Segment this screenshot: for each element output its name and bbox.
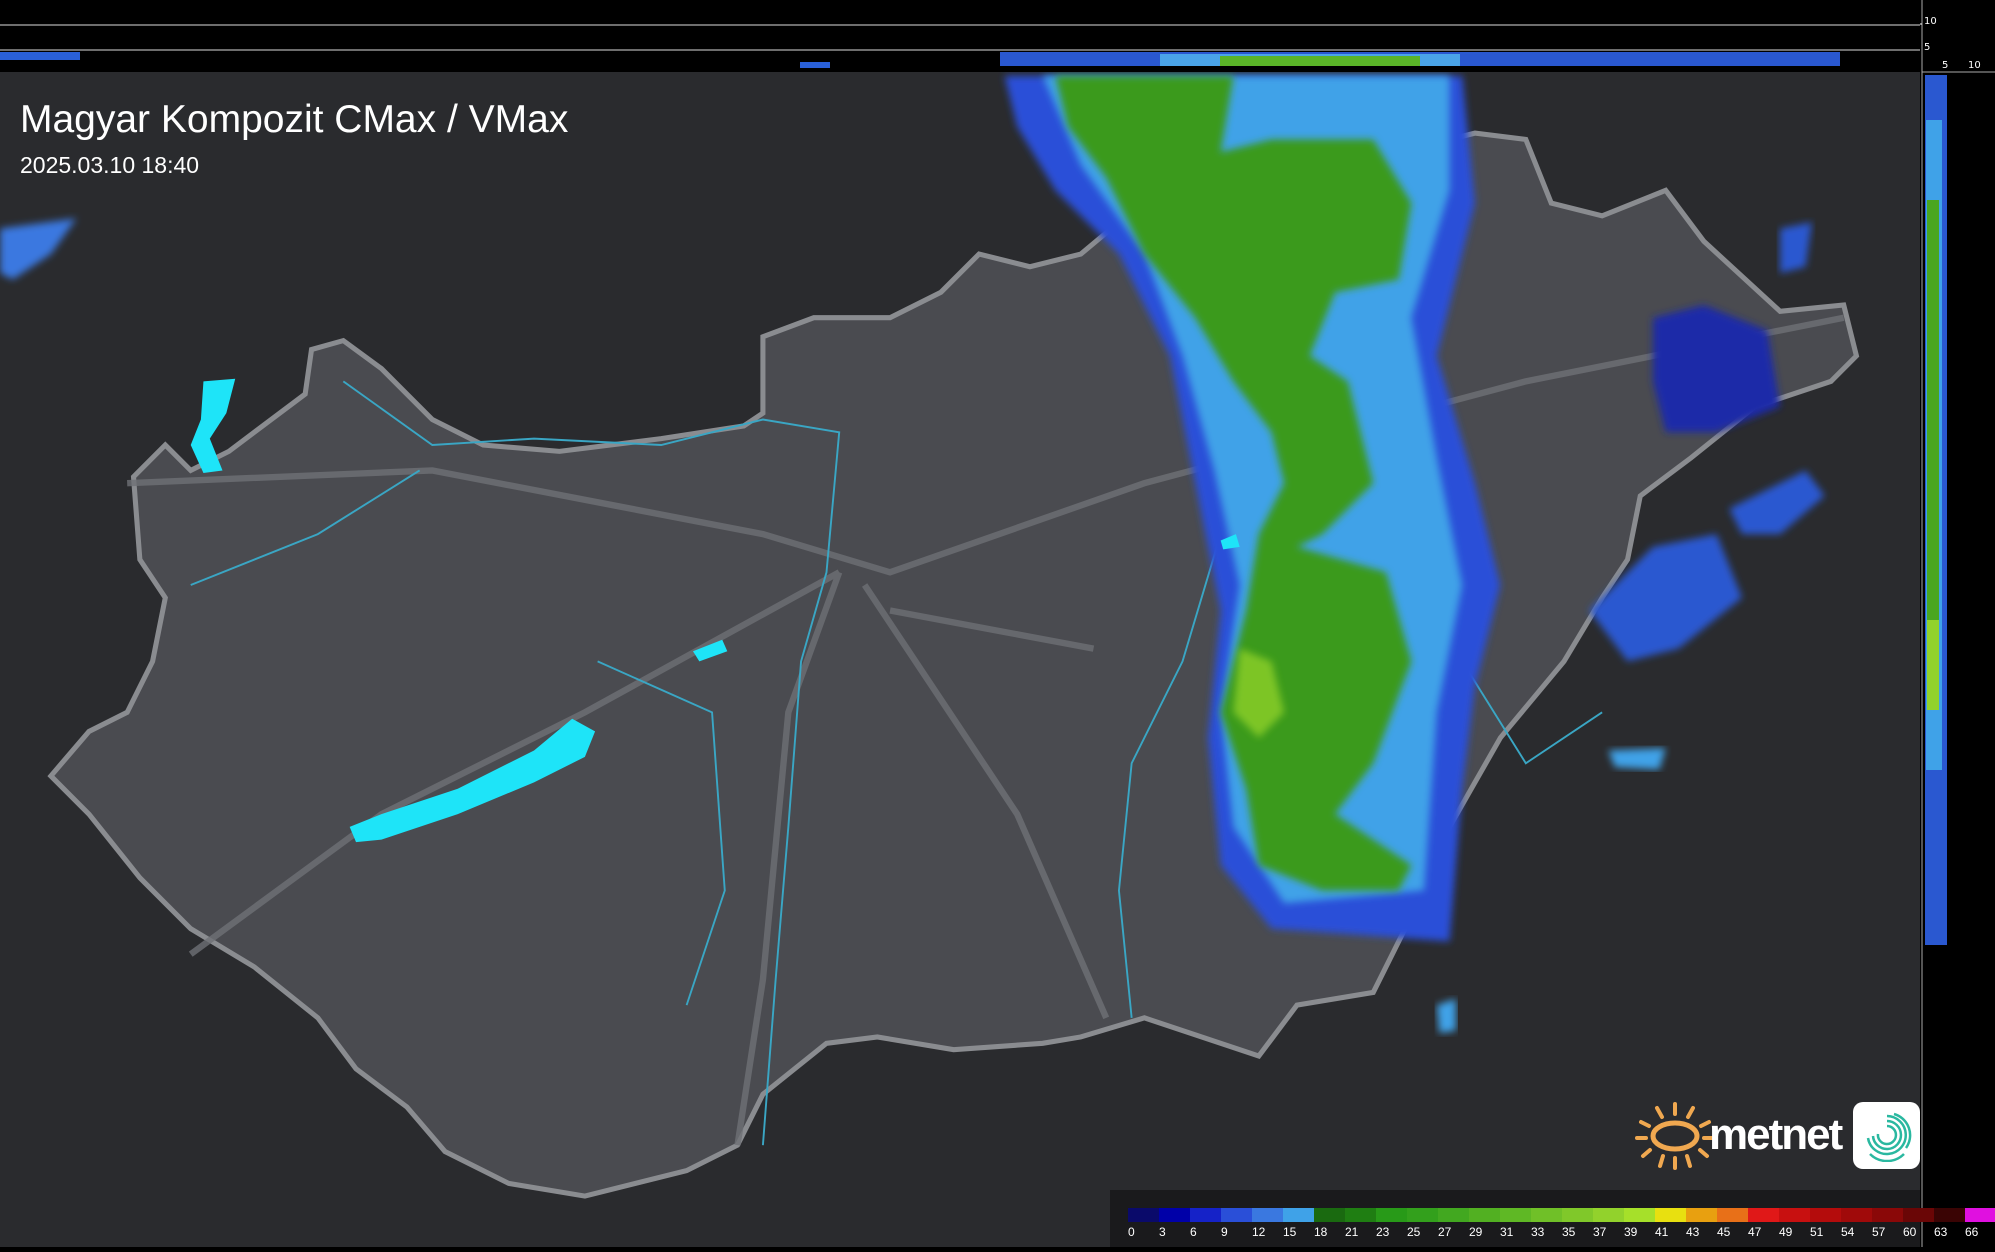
legend-swatch [1283,1208,1314,1222]
legend-swatch [1934,1208,1965,1222]
legend-swatch [1190,1208,1221,1222]
legend-label: 54 [1841,1225,1855,1239]
legend-swatch [1593,1208,1624,1222]
legend-label: 6 [1190,1225,1197,1239]
legend-label: 18 [1314,1225,1328,1239]
lakes [190,378,1240,843]
legend-label: 41 [1655,1225,1669,1239]
top-profile-strip [0,0,1920,72]
legend-label: 31 [1500,1225,1514,1239]
legend-label: 3 [1159,1225,1166,1239]
dbz-legend: 0 3 6 9 12 15 18 21 23 25 27 29 31 33 35 37 39 41 43 45 47 49… [1110,1190,1995,1247]
legend-label: 21 [1345,1225,1359,1239]
lake-velence [692,639,728,662]
legend-swatch [1159,1208,1190,1222]
legend-swatch [1624,1208,1655,1222]
right-scale-tick: 10 [1968,60,1981,71]
legend-label: 39 [1624,1225,1638,1239]
legend-swatch [1221,1208,1252,1222]
legend-swatch [1686,1208,1717,1222]
legend-color-bar [1128,1208,1995,1222]
roads [127,314,1845,1146]
legend-label: 33 [1531,1225,1545,1239]
legend-swatch [1779,1208,1810,1222]
legend-label: 0 [1128,1225,1135,1239]
legend-swatch [1903,1208,1934,1222]
legend-swatch [1252,1208,1283,1222]
right-profile-strip: 10 5 5 10 [1920,0,1995,1247]
legend-label: 15 [1283,1225,1297,1239]
legend-label: 29 [1469,1225,1483,1239]
legend-swatch [1376,1208,1407,1222]
legend-label: 37 [1593,1225,1607,1239]
legend-label: 63 [1934,1225,1948,1239]
legend-swatch [1407,1208,1438,1222]
legend-swatch [1438,1208,1469,1222]
lake-balaton [349,718,596,843]
legend-label: 45 [1717,1225,1731,1239]
legend-label: 9 [1221,1225,1228,1239]
legend-swatch [1531,1208,1562,1222]
legend-label: 66 [1965,1225,1979,1239]
legend-swatch [1562,1208,1593,1222]
sun-icon [1635,1102,1715,1170]
legend-swatch [1965,1208,1995,1222]
legend-swatch [1345,1208,1376,1222]
legend-label: 51 [1810,1225,1824,1239]
logo-text: metnet [1709,1110,1843,1159]
legend-swatch [1469,1208,1500,1222]
legend-label: 12 [1252,1225,1266,1239]
legend-label: 43 [1686,1225,1700,1239]
metnet-logo: metnet [1635,1100,1921,1170]
legend-swatch [1841,1208,1872,1222]
legend-label: 57 [1872,1225,1886,1239]
legend-swatch [1314,1208,1345,1222]
swirl-icon [1853,1101,1921,1169]
legend-label: 23 [1376,1225,1390,1239]
radar-echoes [0,75,1825,1034]
lake-ferto [190,378,236,474]
map-title: Magyar Kompozit CMax / VMax [20,98,569,141]
legend-label: 49 [1779,1225,1793,1239]
top-scale-tick: 10 [1924,16,1937,27]
legend-labels: 0 3 6 9 12 15 18 21 23 25 27 29 31 33 35 37 39 41 43 45 47 49… [1128,1225,1995,1239]
legend-swatch [1717,1208,1748,1222]
legend-label: 60 [1903,1225,1917,1239]
legend-swatch [1872,1208,1903,1222]
legend-swatch [1748,1208,1779,1222]
lake-tisza [1220,534,1240,550]
legend-label: 35 [1562,1225,1576,1239]
legend-swatch [1655,1208,1686,1222]
legend-swatch [1128,1208,1159,1222]
top-scale-tick: 5 [1924,42,1931,53]
legend-swatch [1500,1208,1531,1222]
legend-label: 27 [1438,1225,1452,1239]
map-timestamp: 2025.03.10 18:40 [20,152,200,178]
right-scale-tick: 5 [1942,60,1949,71]
legend-label: 25 [1407,1225,1421,1239]
legend-label: 47 [1748,1225,1762,1239]
legend-swatch [1810,1208,1841,1222]
radar-map[interactable] [0,72,1920,1247]
